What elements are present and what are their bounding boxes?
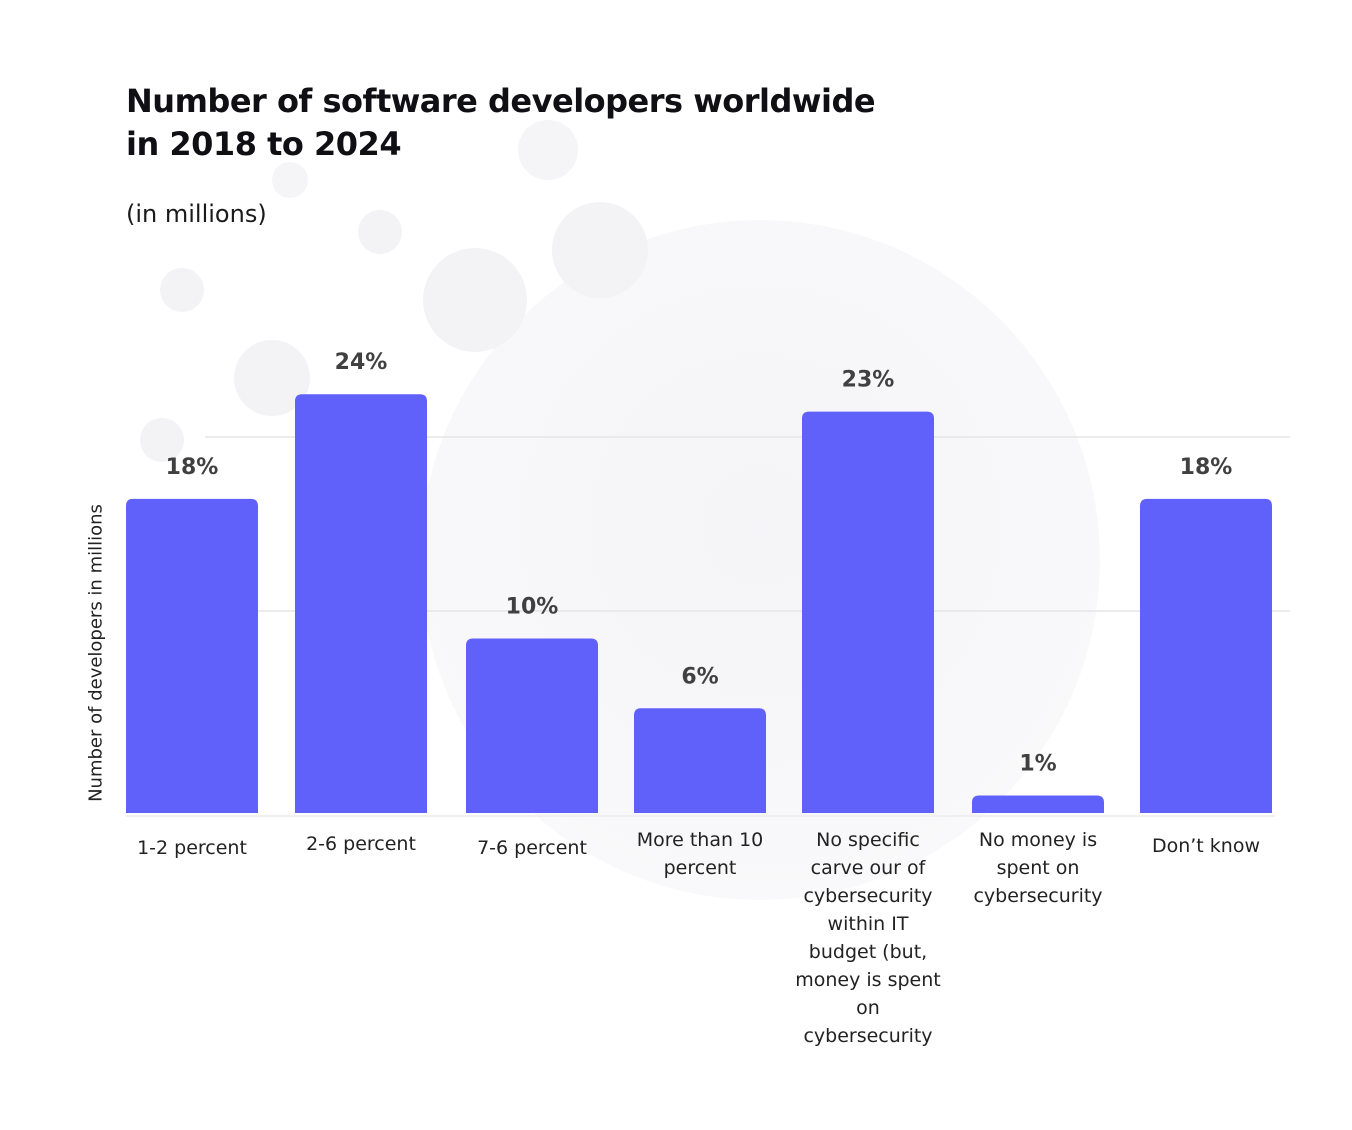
data-label: 23%	[842, 368, 895, 393]
x-tick-label: Don’t know	[1151, 835, 1261, 857]
x-tick-label: No specific carve our of cybersecurity w…	[795, 829, 941, 1047]
bar	[1140, 498, 1272, 813]
chart-subtitle: (in millions)	[126, 200, 267, 228]
x-tick-label: 2-6 percent	[306, 833, 416, 855]
data-label: 10%	[506, 595, 559, 620]
chart-title: Number of software developers worldwide …	[126, 82, 876, 163]
x-tick-label: No money is spent on cybersecurity	[973, 829, 1103, 907]
bar	[972, 795, 1104, 813]
x-tick-label: 7-6 percent	[477, 837, 587, 859]
data-label: 1%	[1019, 752, 1056, 777]
data-label: 24%	[335, 350, 388, 375]
bar	[466, 638, 598, 813]
bar	[295, 394, 427, 813]
bar	[634, 708, 766, 813]
data-label: 6%	[681, 664, 718, 689]
data-label: 18%	[1180, 455, 1233, 480]
bar	[802, 411, 934, 813]
x-tick-label: 1-2 percent	[137, 837, 247, 859]
x-tick-label: More than 10 percent	[636, 829, 764, 879]
data-label: 18%	[166, 455, 219, 480]
bar	[126, 498, 258, 813]
